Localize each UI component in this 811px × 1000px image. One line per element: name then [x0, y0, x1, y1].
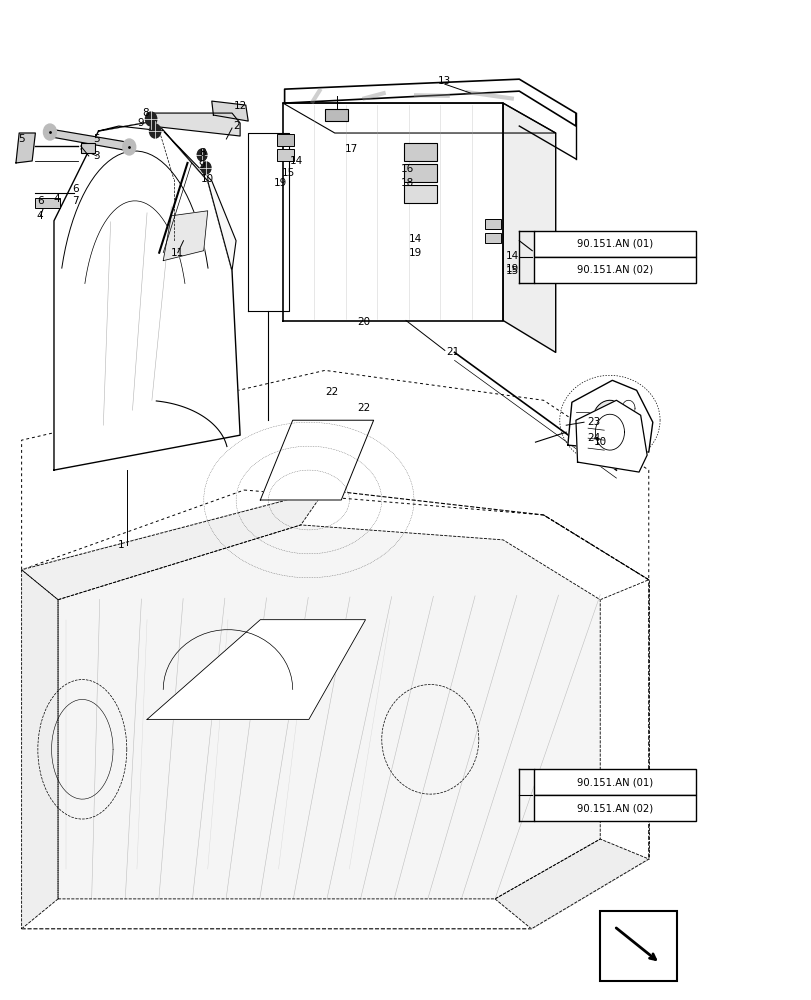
Polygon shape: [98, 121, 236, 271]
Circle shape: [149, 124, 161, 138]
Circle shape: [201, 162, 211, 174]
Polygon shape: [260, 420, 373, 500]
Text: 24: 24: [586, 433, 599, 443]
Bar: [485, 233, 501, 243]
Polygon shape: [147, 620, 365, 719]
Text: 3: 3: [93, 151, 100, 161]
Bar: [36, 198, 59, 208]
Text: 7: 7: [36, 208, 44, 218]
Text: 6: 6: [72, 184, 79, 194]
Polygon shape: [248, 133, 288, 311]
Polygon shape: [58, 525, 599, 899]
Polygon shape: [22, 490, 648, 929]
Text: 13: 13: [438, 76, 451, 86]
Circle shape: [44, 124, 56, 140]
Text: 11: 11: [171, 248, 184, 258]
Text: 90.151.AN (01): 90.151.AN (01): [576, 239, 652, 249]
Text: 20: 20: [357, 317, 370, 327]
Text: 18: 18: [401, 178, 414, 188]
Circle shape: [197, 149, 207, 161]
Text: 8: 8: [199, 148, 205, 158]
Text: 14: 14: [505, 251, 519, 261]
Text: 16: 16: [401, 164, 414, 174]
Text: 8: 8: [142, 108, 148, 118]
Text: 22: 22: [357, 403, 370, 413]
Bar: [324, 109, 347, 121]
Polygon shape: [495, 839, 648, 929]
Bar: [485, 219, 501, 229]
Bar: [533, 795, 695, 821]
Text: 1: 1: [118, 540, 124, 550]
Text: 7: 7: [72, 196, 79, 206]
Text: 90.151.AN (02): 90.151.AN (02): [576, 265, 652, 275]
Polygon shape: [54, 121, 240, 470]
Polygon shape: [22, 490, 324, 600]
Text: 12: 12: [234, 101, 247, 111]
Text: 22: 22: [324, 387, 337, 397]
Text: 21: 21: [446, 347, 459, 357]
Polygon shape: [575, 400, 646, 472]
Text: 5: 5: [19, 134, 25, 144]
Polygon shape: [591, 400, 627, 444]
Text: 15: 15: [281, 168, 295, 178]
Text: 4: 4: [36, 211, 44, 221]
Text: 9: 9: [199, 160, 205, 170]
Text: 9: 9: [137, 118, 144, 128]
Bar: [80, 143, 95, 153]
Text: 90.151.AN (01): 90.151.AN (01): [576, 777, 652, 787]
Text: 4: 4: [53, 194, 60, 204]
Polygon shape: [16, 133, 36, 163]
Polygon shape: [163, 211, 208, 261]
Polygon shape: [283, 103, 503, 320]
Bar: [277, 134, 294, 146]
Text: 14: 14: [409, 234, 422, 244]
Text: 10: 10: [201, 174, 214, 184]
Text: 23: 23: [586, 417, 599, 427]
Bar: [533, 257, 695, 283]
Text: 17: 17: [344, 144, 357, 154]
Text: 19: 19: [505, 264, 519, 274]
Text: 90.151.AN (02): 90.151.AN (02): [576, 803, 652, 813]
Bar: [404, 143, 436, 161]
Polygon shape: [212, 101, 248, 121]
Polygon shape: [285, 79, 575, 126]
Text: 19: 19: [409, 248, 422, 258]
Polygon shape: [147, 113, 240, 136]
Bar: [404, 185, 436, 203]
Text: 19: 19: [273, 178, 287, 188]
Bar: [599, 911, 676, 981]
Polygon shape: [567, 380, 652, 452]
Text: 2: 2: [233, 121, 239, 131]
Polygon shape: [22, 570, 58, 929]
Bar: [533, 769, 695, 795]
Bar: [533, 231, 695, 257]
Polygon shape: [46, 129, 132, 151]
Circle shape: [122, 139, 135, 155]
Text: 5: 5: [93, 134, 100, 144]
Circle shape: [145, 112, 157, 126]
Bar: [404, 164, 436, 182]
Text: 6: 6: [36, 196, 44, 206]
Text: 10: 10: [593, 437, 606, 447]
Text: 14: 14: [290, 156, 303, 166]
Polygon shape: [503, 103, 555, 352]
Bar: [277, 149, 294, 161]
Text: 15: 15: [505, 266, 519, 276]
